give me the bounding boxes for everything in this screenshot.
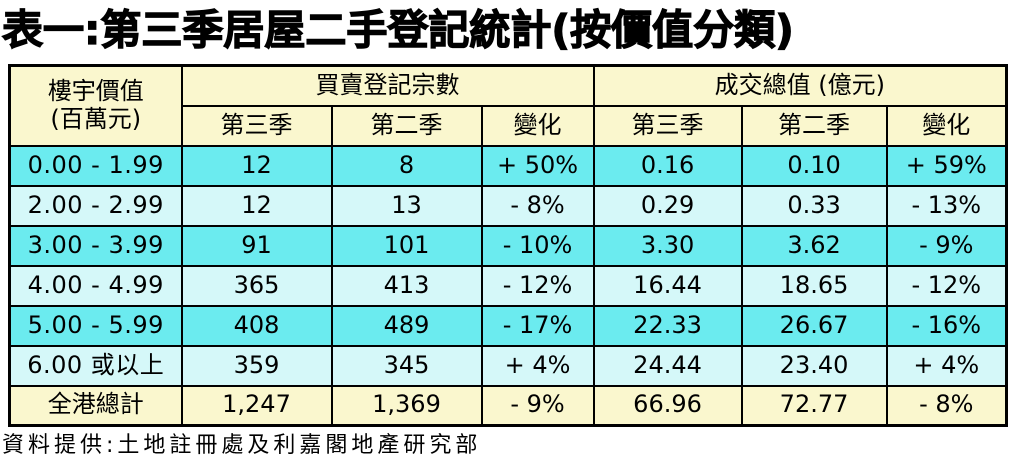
row-label-total: 全港總計 [8,384,183,427]
cell-val-q3: 16.44 [592,264,743,307]
cell-reg-change: - 17% [480,304,595,347]
row-label: 4.00 - 4.99 [8,264,183,307]
header-sub-row: 第三季 第二季 變化 第三季 第二季 變化 [10,104,1008,147]
cell-val-q3: 22.33 [592,304,743,347]
cell-val-q3: 66.96 [592,384,743,427]
subheader-val-q2: 第二季 [740,104,888,147]
cell-val-q2: 26.67 [740,304,888,347]
cell-reg-q2: 413 [330,264,483,307]
cell-reg-change: + 4% [480,344,595,387]
cell-val-q3: 0.16 [592,144,743,187]
table-row: 6.00 或以上 359 345 + 4% 24.44 23.40 + 4% [8,344,1008,387]
subheader-reg-q3: 第三季 [180,104,333,147]
cell-reg-q2: 13 [330,184,483,227]
row-label: 6.00 或以上 [8,344,183,387]
cell-val-change: - 13% [885,184,1008,227]
cell-reg-q2: 101 [330,224,483,267]
row-label: 0.00 - 1.99 [8,144,183,187]
cell-val-q2: 0.33 [740,184,888,227]
cell-val-change: - 8% [885,384,1008,427]
table-body: 0.00 - 1.99 12 8 + 50% 0.16 0.10 + 59% 2… [8,144,1008,427]
cell-reg-q2: 1,369 [330,384,483,427]
cell-val-q3: 24.44 [592,344,743,387]
cell-val-change: + 59% [885,144,1008,187]
subheader-val-q3: 第三季 [592,104,743,147]
header-group-registrations: 買賣登記宗數 [180,64,595,107]
table-row-total: 全港總計 1,247 1,369 - 9% 66.96 72.77 - 8% [8,384,1008,427]
row-label: 2.00 - 2.99 [8,184,183,227]
table-row: 2.00 - 2.99 12 13 - 8% 0.29 0.33 - 13% [8,184,1008,227]
table-row: 5.00 - 5.99 408 489 - 17% 22.33 26.67 - … [8,304,1008,347]
row-label: 5.00 - 5.99 [8,304,183,347]
cell-val-q2: 23.40 [740,344,888,387]
cell-reg-q3: 12 [180,144,333,187]
cell-reg-q3: 91 [180,224,333,267]
header-group-row: 樓宇價值 (百萬元) 買賣登記宗數 成交總值 (億元) [8,64,1008,147]
header-property-value-line1: 樓宇價值 [47,77,144,106]
cell-reg-q3: 359 [180,344,333,387]
cell-reg-q3: 408 [180,304,333,347]
subheader-reg-q2: 第二季 [330,104,483,147]
cell-val-change: - 9% [885,224,1008,267]
cell-val-q2: 3.62 [740,224,888,267]
cell-reg-q3: 365 [180,264,333,307]
cell-val-q2: 72.77 [740,384,888,427]
cell-val-q3: 3.30 [592,224,743,267]
source-note: 資料提供:土地註冊處及利嘉閣地產研究部 [2,433,482,458]
subheader-reg-change: 變化 [480,104,595,147]
header-property-value-line2: (百萬元) [50,104,142,133]
table-header: 樓宇價值 (百萬元) 買賣登記宗數 成交總值 (億元) 第三季 第二季 變化 第… [8,64,1008,147]
statistics-table: 樓宇價值 (百萬元) 買賣登記宗數 成交總值 (億元) 第三季 第二季 變化 第… [8,64,1009,427]
header-property-value: 樓宇價值 (百萬元) [8,64,183,147]
table-row: 3.00 - 3.99 91 101 - 10% 3.30 3.62 - 9% [8,224,1008,267]
cell-reg-change: - 10% [480,224,595,267]
cell-reg-change: - 9% [480,384,595,427]
subheader-val-change: 變化 [885,104,1008,147]
cell-val-change: - 12% [885,264,1008,307]
cell-reg-q2: 489 [330,304,483,347]
cell-reg-change: - 8% [480,184,595,227]
row-label: 3.00 - 3.99 [8,224,183,267]
cell-reg-change: - 12% [480,264,595,307]
header-group-total-value: 成交總值 (億元) [592,64,1008,107]
cell-val-q2: 18.65 [740,264,888,307]
cell-val-q3: 0.29 [592,184,743,227]
cell-reg-q2: 345 [330,344,483,387]
cell-reg-q3: 1,247 [180,384,333,427]
table-row: 4.00 - 4.99 365 413 - 12% 16.44 18.65 - … [8,264,1008,307]
cell-val-q2: 0.10 [740,144,888,187]
cell-val-change: - 16% [885,304,1008,347]
page-title: 表一:第三季居屋二手登記統計(按價值分類) [1,5,794,54]
cell-val-change: + 4% [885,344,1008,387]
table-row: 0.00 - 1.99 12 8 + 50% 0.16 0.10 + 59% [8,144,1008,187]
cell-reg-change: + 50% [480,144,595,187]
cell-reg-q2: 8 [330,144,483,187]
cell-reg-q3: 12 [180,184,333,227]
